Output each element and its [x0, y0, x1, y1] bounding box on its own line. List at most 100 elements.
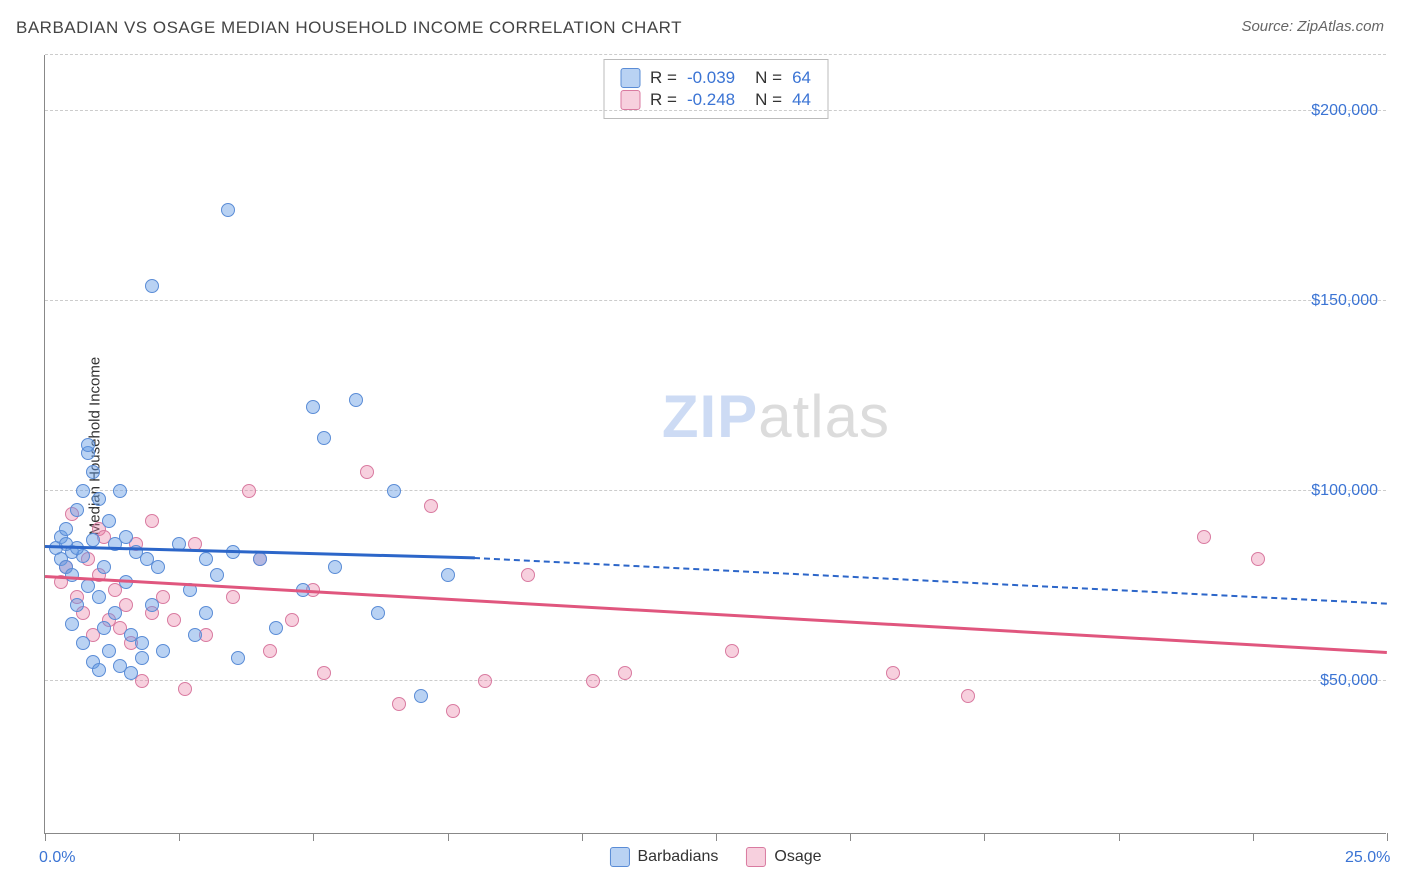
scatter-point-a	[119, 530, 133, 544]
trendline-a-dashed	[474, 557, 1387, 605]
x-tick	[1253, 833, 1254, 841]
scatter-point-a	[124, 666, 138, 680]
chart-title: BARBADIAN VS OSAGE MEDIAN HOUSEHOLD INCO…	[16, 18, 682, 38]
watermark-bold: ZIP	[662, 383, 758, 450]
scatter-point-b	[1251, 552, 1265, 566]
scatter-point-a	[70, 503, 84, 517]
scatter-point-a	[441, 568, 455, 582]
n-value-b: 44	[792, 90, 811, 110]
n-value-a: 64	[792, 68, 811, 88]
scatter-point-a	[328, 560, 342, 574]
scatter-point-b	[242, 484, 256, 498]
swatch-series-b	[746, 847, 766, 867]
plot-area: ZIPatlas R = -0.039 N = 64 R = -0.248 N …	[44, 55, 1386, 834]
x-tick-label: 0.0%	[39, 849, 75, 867]
swatch-series-a	[609, 847, 629, 867]
x-tick	[313, 833, 314, 841]
x-tick	[179, 833, 180, 841]
scatter-point-a	[156, 644, 170, 658]
r-label: R =	[650, 90, 677, 110]
scatter-point-a	[102, 644, 116, 658]
scatter-point-b	[886, 666, 900, 680]
n-label: N =	[755, 68, 782, 88]
scatter-point-a	[97, 560, 111, 574]
scatter-point-a	[97, 621, 111, 635]
scatter-point-b	[263, 644, 277, 658]
r-value-a: -0.039	[687, 68, 735, 88]
x-tick	[448, 833, 449, 841]
x-tick-label: 25.0%	[1345, 849, 1390, 867]
x-tick	[1119, 833, 1120, 841]
y-tick-label: $150,000	[1311, 292, 1378, 310]
gridline	[45, 54, 1386, 55]
y-tick-label: $50,000	[1320, 672, 1378, 690]
scatter-point-a	[414, 689, 428, 703]
stats-row-b: R = -0.248 N = 44	[620, 90, 811, 110]
stats-row-a: R = -0.039 N = 64	[620, 68, 811, 88]
scatter-point-b	[1197, 530, 1211, 544]
legend-item-a: Barbadians	[609, 847, 718, 867]
legend-label-b: Osage	[774, 848, 821, 866]
scatter-point-b	[178, 682, 192, 696]
x-tick	[984, 833, 985, 841]
scatter-point-a	[92, 663, 106, 677]
scatter-point-b	[317, 666, 331, 680]
scatter-point-a	[135, 651, 149, 665]
scatter-point-b	[725, 644, 739, 658]
gridline	[45, 110, 1386, 111]
scatter-point-a	[76, 484, 90, 498]
watermark: ZIPatlas	[662, 382, 890, 451]
scatter-point-b	[226, 590, 240, 604]
scatter-point-b	[521, 568, 535, 582]
scatter-point-a	[113, 484, 127, 498]
x-tick	[45, 833, 46, 841]
scatter-point-a	[65, 617, 79, 631]
scatter-point-a	[269, 621, 283, 635]
swatch-series-a	[620, 68, 640, 88]
scatter-point-a	[371, 606, 385, 620]
scatter-point-a	[221, 203, 235, 217]
scatter-point-a	[92, 590, 106, 604]
scatter-point-a	[92, 492, 106, 506]
scatter-point-a	[135, 636, 149, 650]
scatter-point-a	[199, 552, 213, 566]
scatter-point-a	[253, 552, 267, 566]
scatter-point-a	[188, 628, 202, 642]
gridline	[45, 680, 1386, 681]
scatter-point-b	[285, 613, 299, 627]
bottom-legend: Barbadians Osage	[609, 847, 821, 867]
scatter-point-a	[108, 606, 122, 620]
x-tick	[582, 833, 583, 841]
scatter-point-a	[199, 606, 213, 620]
scatter-point-a	[210, 568, 224, 582]
source-text: Source: ZipAtlas.com	[1241, 18, 1384, 35]
scatter-point-b	[618, 666, 632, 680]
scatter-point-a	[349, 393, 363, 407]
scatter-point-a	[145, 279, 159, 293]
gridline	[45, 300, 1386, 301]
scatter-point-a	[70, 598, 84, 612]
y-tick-label: $100,000	[1311, 482, 1378, 500]
scatter-point-b	[446, 704, 460, 718]
x-tick	[716, 833, 717, 841]
x-tick	[1387, 833, 1388, 841]
r-label: R =	[650, 68, 677, 88]
scatter-point-a	[59, 537, 73, 551]
scatter-point-b	[961, 689, 975, 703]
scatter-point-a	[59, 522, 73, 536]
scatter-point-a	[102, 514, 116, 528]
scatter-point-a	[317, 431, 331, 445]
scatter-point-a	[86, 465, 100, 479]
scatter-point-a	[151, 560, 165, 574]
scatter-point-b	[360, 465, 374, 479]
scatter-point-b	[145, 514, 159, 528]
y-tick-label: $200,000	[1311, 102, 1378, 120]
trendline-b	[45, 575, 1387, 654]
scatter-point-b	[424, 499, 438, 513]
scatter-point-a	[81, 579, 95, 593]
scatter-point-b	[167, 613, 181, 627]
scatter-point-b	[586, 674, 600, 688]
scatter-point-a	[76, 636, 90, 650]
scatter-point-a	[231, 651, 245, 665]
watermark-light: atlas	[758, 383, 890, 450]
